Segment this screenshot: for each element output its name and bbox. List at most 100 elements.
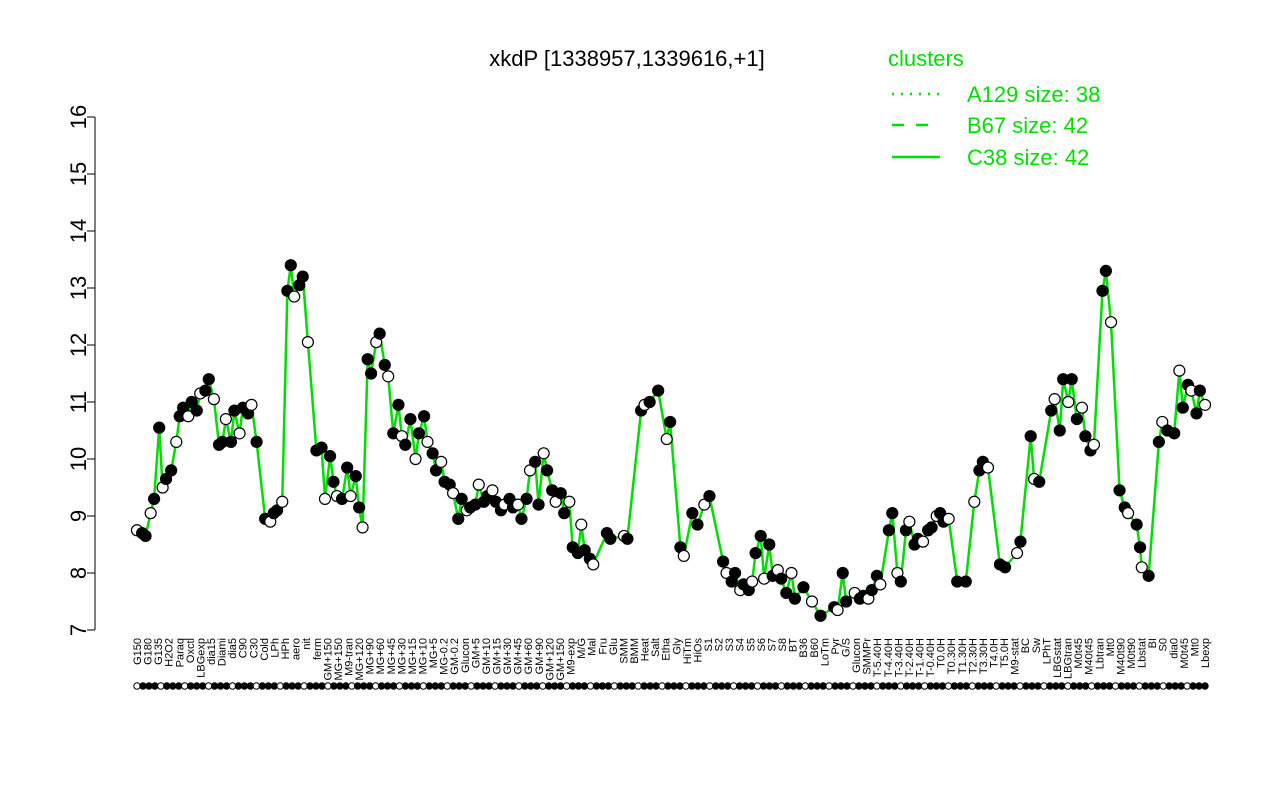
rug-marker [1165, 682, 1173, 690]
data-point [746, 575, 759, 588]
y-tick-label: 12 [66, 333, 91, 357]
data-point [575, 518, 588, 531]
data-point [814, 609, 827, 622]
data-point [677, 549, 690, 563]
rug-marker [377, 682, 386, 690]
data-point [788, 592, 801, 605]
data-point [284, 259, 297, 272]
rug-marker [443, 682, 451, 690]
rug-marker [801, 682, 809, 690]
rug-marker [992, 682, 1000, 690]
x-tick-label: Gly [671, 638, 683, 655]
data-point [361, 353, 374, 366]
rug-marker [258, 682, 266, 690]
rug-marker [789, 682, 798, 690]
data-point [399, 438, 412, 451]
rug-marker [318, 682, 326, 690]
rug-marker [157, 682, 165, 690]
rug-marker [1147, 682, 1156, 690]
data-point [749, 546, 762, 560]
data-point [703, 489, 716, 503]
data-point [404, 413, 417, 426]
rug-marker [1058, 682, 1066, 690]
data-point [486, 484, 499, 497]
data-point [435, 455, 448, 468]
rug-marker [813, 682, 821, 690]
x-tick-label: Mal [587, 638, 599, 656]
rug-marker [634, 682, 642, 690]
data-point [207, 393, 220, 406]
rug-marker [604, 682, 613, 690]
y-tick-label: 8 [66, 567, 91, 579]
data-point [447, 487, 460, 500]
legend: clusters A129 size: 38 B67 size: 42 C38 … [888, 46, 1100, 170]
rug-marker [837, 682, 845, 690]
data-point [968, 495, 981, 508]
x-tick-label: Diami [217, 638, 229, 666]
rug-marker [652, 682, 660, 690]
rug-marker [306, 682, 314, 690]
chart-title: xkdP [1338957,1339616,+1] [489, 46, 764, 71]
rug-marker [897, 682, 905, 690]
rug-marker [336, 682, 344, 690]
rug-marker [240, 682, 249, 690]
data-point [686, 507, 699, 520]
rug-marker [186, 682, 195, 690]
x-tick-label: Glucon [851, 638, 863, 673]
x-tick-label: Lbtran [1094, 638, 1106, 669]
rug-marker [383, 682, 392, 690]
rug-marker [765, 682, 774, 690]
data-point [323, 450, 337, 463]
x-tick-label: S5 [745, 638, 757, 651]
data-point [537, 447, 550, 460]
data-point [754, 529, 767, 543]
rug-marker [139, 682, 147, 690]
x-tick-label: T-0.40H [925, 638, 937, 677]
x-tick-label: T1.30H [957, 638, 969, 674]
x-tick-label: SMM [618, 638, 630, 664]
rug-marker [437, 682, 445, 690]
rug-marker [944, 682, 953, 690]
x-tick-label: dia15 [206, 638, 218, 665]
data-point [515, 512, 528, 525]
rug-marker [1123, 682, 1132, 690]
x-tick-label: S6 [756, 638, 768, 651]
rug-marker [467, 682, 475, 690]
data-point [288, 290, 301, 303]
data-point [1198, 398, 1212, 411]
data-point [1024, 430, 1037, 443]
rug-marker [539, 682, 547, 690]
rug-marker [348, 682, 356, 690]
data-point [1173, 364, 1186, 377]
x-tick-label: Oxctl [185, 638, 197, 663]
rug-marker [1034, 682, 1042, 690]
x-tick-label: Lbstat [1137, 638, 1149, 668]
rug-marker [658, 682, 666, 690]
data-point [797, 581, 810, 594]
data-point [1065, 373, 1078, 386]
data-point [318, 492, 332, 505]
rug-marker [962, 682, 971, 690]
rug-marker [1064, 682, 1072, 690]
data-point [1079, 430, 1092, 443]
rug-marker [401, 682, 410, 690]
rug-marker [1016, 682, 1024, 690]
rug-marker [210, 682, 219, 690]
y-tick-label: 16 [66, 105, 91, 129]
data-point [1010, 546, 1024, 560]
x-tick-label: B36 [798, 638, 810, 658]
x-tick-label: MG+10 [418, 638, 430, 674]
x-tick-label: T-2.40H [904, 638, 916, 677]
rug-marker [264, 682, 272, 690]
data-point [882, 524, 895, 537]
rug-marker [1189, 682, 1197, 690]
x-tick-label: Cold [259, 638, 271, 661]
data-point [412, 427, 426, 440]
rug-marker [389, 682, 398, 690]
x-tick-label: MG+120 [354, 638, 366, 681]
data-point [296, 270, 309, 283]
rug-marker [175, 682, 183, 690]
data-point [1014, 535, 1027, 548]
rug-marker [861, 682, 869, 690]
x-tick-label: ferm [312, 638, 324, 660]
